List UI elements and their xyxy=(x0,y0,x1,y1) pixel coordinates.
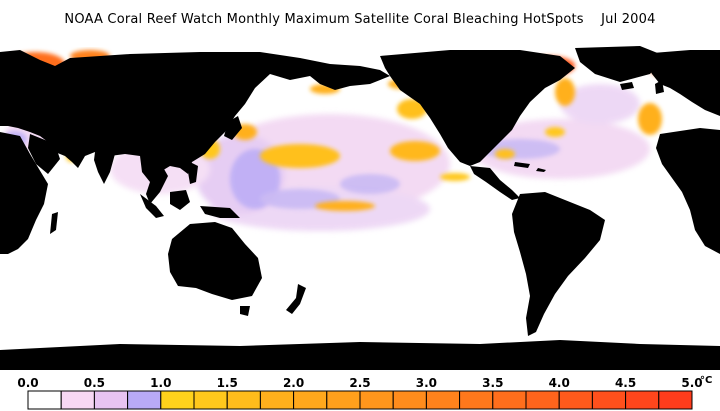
scale-tick-labels: 0.0 0.5 1.0 1.5 2.0 2.5 3.0 3.5 4.0 4.5 5.0 xyxy=(17,376,702,390)
land-tasmania xyxy=(240,306,250,316)
land-alaska xyxy=(300,58,390,90)
land-africa-west xyxy=(656,128,720,254)
scale-tick-label: 3.5 xyxy=(482,376,503,390)
land-philippines xyxy=(188,162,198,184)
scale-bin xyxy=(60,390,95,410)
scale-bin xyxy=(459,390,494,410)
land-masses xyxy=(0,46,720,370)
land-india xyxy=(94,152,115,184)
scale-tick-label: 3.0 xyxy=(416,376,437,390)
scale-bin xyxy=(127,390,162,410)
scale-bin xyxy=(293,390,328,410)
scale-tick-label: 2.5 xyxy=(349,376,370,390)
scale-tick-label: 0.5 xyxy=(84,376,105,390)
land-new-guinea xyxy=(200,206,240,218)
scale-bin xyxy=(193,390,228,410)
land-sumatra xyxy=(140,194,164,218)
scale-bin xyxy=(425,390,461,410)
color-scale-legend: 0.0 0.5 1.0 1.5 2.0 2.5 3.0 3.5 4.0 4.5 5.0 °C xyxy=(17,375,712,410)
scale-bin xyxy=(525,390,560,410)
land-japan xyxy=(224,116,242,140)
scale-bin xyxy=(591,390,627,410)
land-uk xyxy=(655,80,664,94)
scale-bin xyxy=(326,390,361,410)
scale-bin xyxy=(93,390,129,410)
scale-bin xyxy=(625,390,660,410)
scale-bin xyxy=(392,390,427,410)
scale-tick-label: 0.0 xyxy=(17,376,38,390)
scale-bin xyxy=(160,390,195,410)
land-eurasia-west xyxy=(0,50,320,174)
land-antarctica xyxy=(0,340,720,370)
scale-bin xyxy=(259,390,295,410)
land-iceland xyxy=(620,82,634,90)
scale-bin xyxy=(27,390,62,410)
scale-bin xyxy=(226,390,261,410)
land-australia xyxy=(168,222,262,300)
scale-tick-label: 1.5 xyxy=(217,376,238,390)
hotspot-map xyxy=(0,44,720,370)
scale-bin xyxy=(359,390,394,410)
map-title: NOAA Coral Reef Watch Monthly Maximum Sa… xyxy=(64,12,656,27)
land-madagascar xyxy=(50,212,58,234)
scale-unit-label: °C xyxy=(700,375,712,386)
scale-tick-label: 5.0 xyxy=(681,376,702,390)
land-new-zealand xyxy=(286,284,306,314)
scale-tick-label: 4.5 xyxy=(615,376,636,390)
land-africa-east xyxy=(0,132,48,254)
land-europe xyxy=(640,50,720,116)
scale-bin xyxy=(558,390,593,410)
scale-bin xyxy=(492,390,527,410)
land-caribbean-islands xyxy=(514,162,546,172)
land-north-america xyxy=(380,50,575,166)
scale-tick-label: 4.0 xyxy=(549,376,570,390)
scale-bin xyxy=(658,390,693,410)
land-borneo xyxy=(170,190,190,210)
scale-tick-label: 1.0 xyxy=(150,376,171,390)
scale-tick-label: 2.0 xyxy=(283,376,304,390)
land-central-america xyxy=(470,166,520,200)
land-indochina xyxy=(140,156,168,204)
land-south-america xyxy=(512,192,605,336)
scale-bins xyxy=(27,390,693,410)
